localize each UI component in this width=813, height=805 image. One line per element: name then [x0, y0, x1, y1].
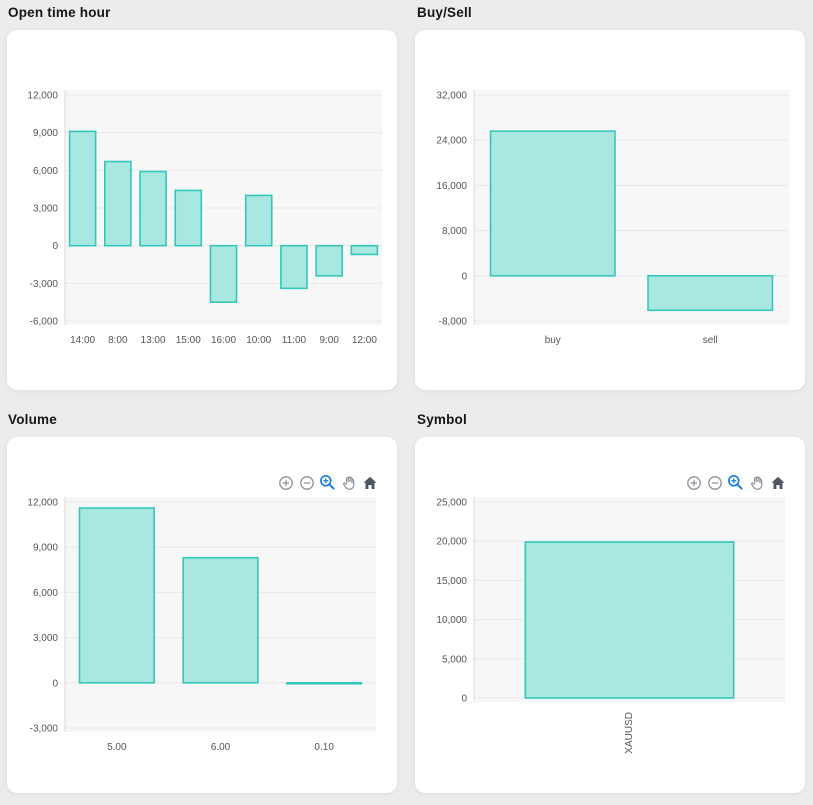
- chart-card-symbol: 0 5,000 10,000 15,000 20,000 25,000 XAUUSD: [415, 437, 805, 793]
- bar: [286, 682, 363, 685]
- x-tick-label: 11:00: [282, 335, 307, 346]
- zoom-in-icon[interactable]: [277, 474, 294, 491]
- y-tick-label: 12,000: [27, 498, 58, 509]
- x-tick-label: sell: [703, 335, 718, 346]
- y-tick-label: 25,000: [436, 498, 467, 509]
- bar-chart-symbol: 0 5,000 10,000 15,000 20,000 25,000 XAUUSD: [436, 497, 785, 754]
- y-tick-label: 3,000: [33, 633, 58, 644]
- y-tick-label: 0: [52, 678, 58, 689]
- bar: [68, 130, 97, 247]
- y-tick-label: 12,000: [27, 91, 58, 102]
- x-tick-label: 16:00: [211, 335, 236, 346]
- panel-title-volume: Volume: [8, 412, 57, 427]
- pan-icon[interactable]: [748, 474, 765, 491]
- y-tick-label: 6,000: [33, 588, 58, 599]
- y-tick-label: 24,000: [436, 136, 467, 147]
- chart-toolbar: [277, 474, 378, 491]
- y-tick-label: 0: [461, 694, 467, 705]
- y-tick-label: 5,000: [442, 654, 467, 665]
- y-tick-label: 8,000: [442, 226, 467, 237]
- zoom-out-icon[interactable]: [298, 474, 315, 491]
- bar: [209, 244, 238, 303]
- y-tick-label: 9,000: [33, 543, 58, 554]
- bar: [489, 130, 616, 277]
- box-zoom-icon[interactable]: [319, 474, 336, 491]
- y-tick-label: 15,000: [436, 576, 467, 587]
- x-tick-label: XAUUSD: [624, 712, 635, 754]
- x-tick-label: 14:00: [70, 335, 95, 346]
- bar: [647, 275, 774, 312]
- y-tick-label: 10,000: [436, 615, 467, 626]
- x-tick-label: 10:00: [246, 335, 271, 346]
- x-tick-label: buy: [545, 335, 561, 346]
- zoom-out-icon[interactable]: [706, 474, 723, 491]
- x-tick-label: 0.10: [314, 742, 334, 753]
- pan-icon[interactable]: [340, 474, 357, 491]
- y-tick-label: -3,000: [30, 279, 59, 290]
- home-icon[interactable]: [361, 474, 378, 491]
- bar: [182, 556, 259, 684]
- bar: [174, 189, 203, 247]
- y-tick-label: 0: [461, 271, 467, 282]
- panel-title-buy-sell: Buy/Sell: [417, 5, 472, 20]
- y-tick-label: 6,000: [33, 166, 58, 177]
- x-tick-label: 5.00: [107, 742, 127, 753]
- chart-card-buy-sell: -8,000 0 8,000 16,000 24,000 32,000 buy sell: [415, 30, 805, 390]
- x-tick-label: 15:00: [176, 335, 201, 346]
- y-tick-label: 20,000: [436, 537, 467, 548]
- chart-card-volume: -3,000 0 3,000 6,000 9,000 12,000 5.00 6.00 0.10: [7, 437, 397, 793]
- y-tick-label: 9,000: [33, 128, 58, 139]
- x-tick-label: 12:00: [352, 335, 377, 346]
- x-tick-label: 13:00: [141, 335, 166, 346]
- y-tick-label: 3,000: [33, 204, 58, 215]
- y-tick-label: -6,000: [30, 317, 59, 328]
- bar: [244, 194, 273, 247]
- y-tick-label: 32,000: [436, 91, 467, 102]
- bar-chart-volume: -3,000 0 3,000 6,000 9,000 12,000 5.00 6.00 0.10: [27, 497, 376, 753]
- box-zoom-icon[interactable]: [727, 474, 744, 491]
- x-tick-label: 8:00: [108, 335, 128, 346]
- bar: [350, 244, 379, 256]
- bar: [104, 160, 132, 247]
- bar: [139, 170, 167, 247]
- bar-chart-buy-sell: -8,000 0 8,000 16,000 24,000 32,000 buy sell: [436, 90, 789, 346]
- x-tick-label: 6.00: [211, 742, 231, 753]
- chart-toolbar: [685, 474, 786, 491]
- panel-title-symbol: Symbol: [417, 412, 467, 427]
- y-tick-label: 0: [52, 241, 58, 252]
- bar-chart-open-time-hour: -6,000 -3,000 0 3,000 6,000 9,000 12,000 14:00 8…: [27, 90, 382, 346]
- bar: [315, 244, 343, 277]
- x-tick-label: 9:00: [319, 335, 339, 346]
- panel-title-open-time-hour: Open time hour: [8, 5, 111, 20]
- zoom-in-icon[interactable]: [685, 474, 702, 491]
- bar: [78, 507, 155, 684]
- chart-card-open-time-hour: -6,000 -3,000 0 3,000 6,000 9,000 12,000 14:00 8…: [7, 30, 397, 390]
- y-tick-label: -3,000: [30, 724, 59, 735]
- home-icon[interactable]: [769, 474, 786, 491]
- y-tick-label: -8,000: [439, 317, 468, 328]
- bar: [280, 244, 308, 290]
- bar: [524, 541, 735, 699]
- y-tick-label: 16,000: [436, 181, 467, 192]
